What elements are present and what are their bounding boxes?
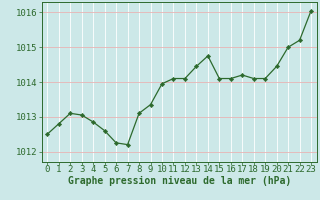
X-axis label: Graphe pression niveau de la mer (hPa): Graphe pression niveau de la mer (hPa)	[68, 176, 291, 186]
